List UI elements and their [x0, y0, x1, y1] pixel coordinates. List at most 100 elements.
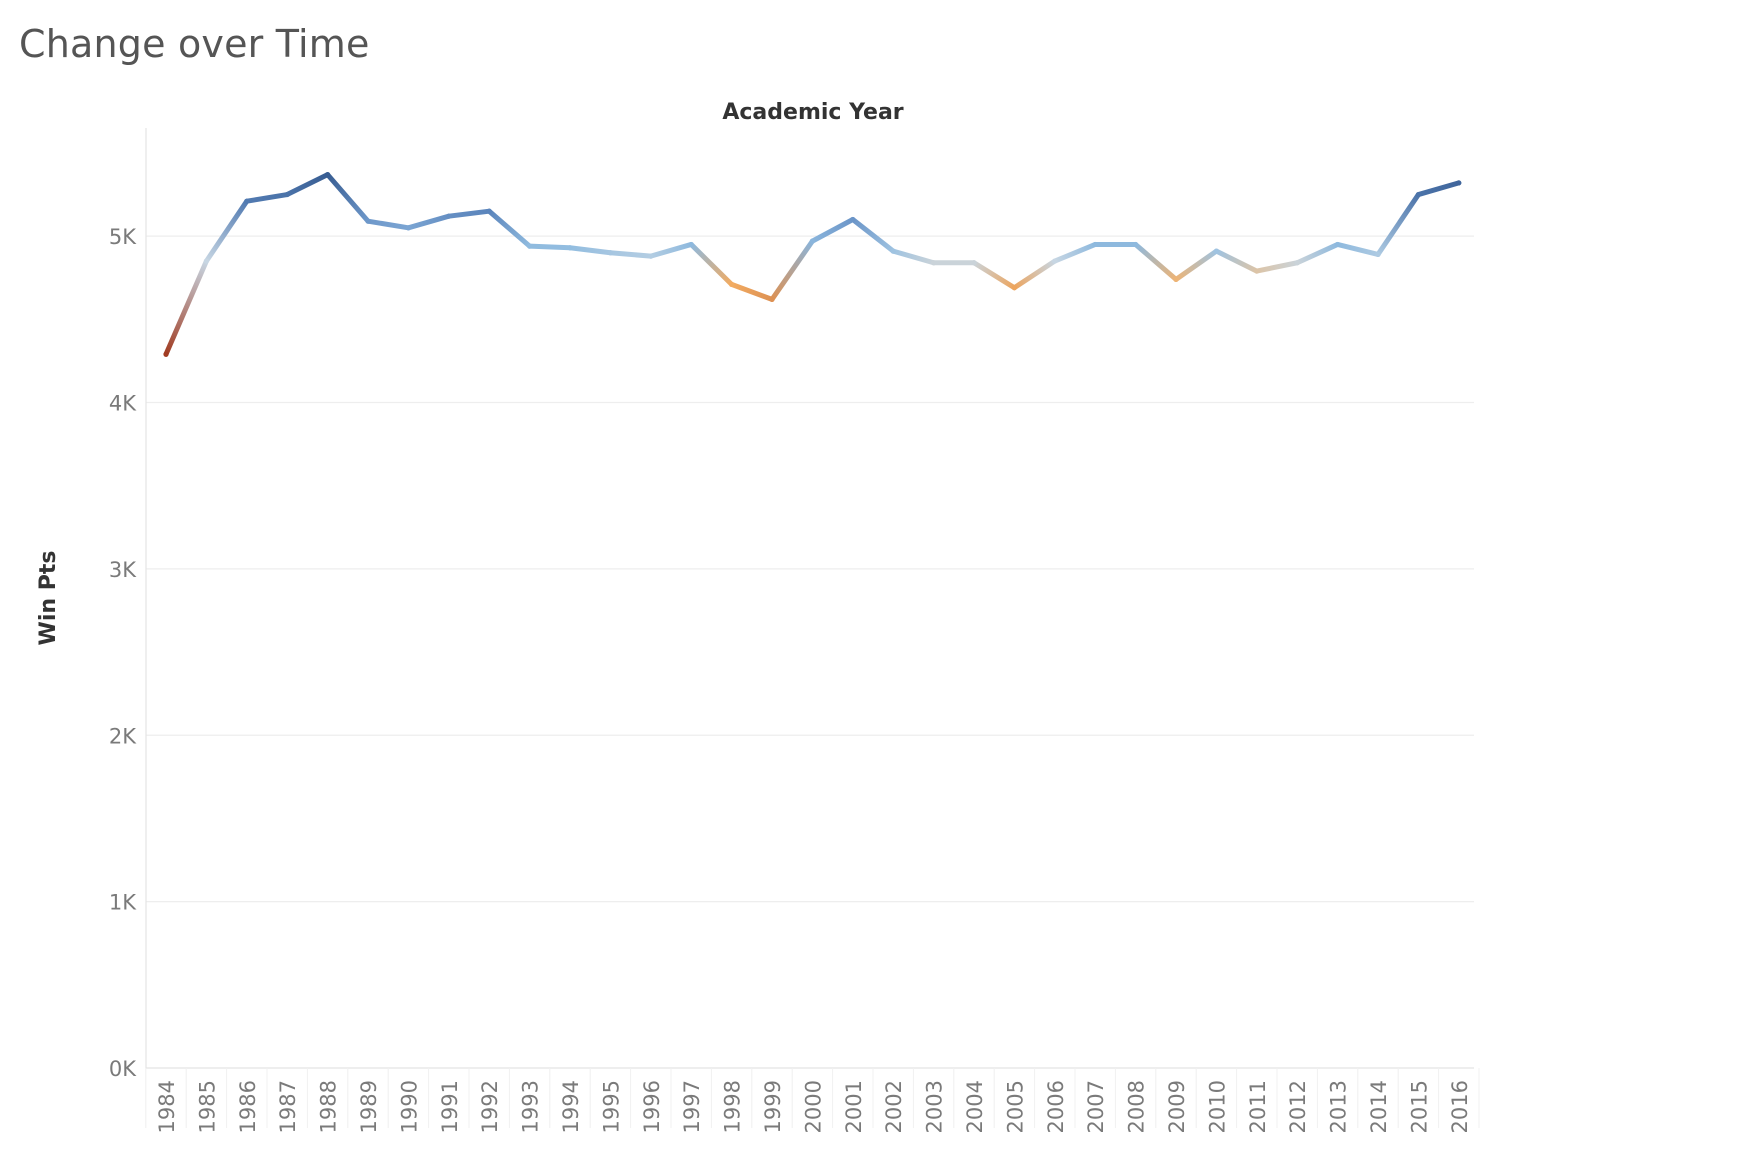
data-point-1986[interactable]: [244, 198, 250, 204]
data-point-2007[interactable]: [1092, 241, 1098, 248]
x-tick-label: 2002: [882, 1080, 906, 1133]
y-tick-label: 0K: [109, 1057, 137, 1081]
data-point-1990[interactable]: [405, 225, 411, 231]
line-segment-2009-2010: [1173, 248, 1219, 282]
data-point-2000[interactable]: [809, 238, 816, 244]
data-point-1994[interactable]: [567, 245, 573, 251]
x-tick-label: 2000: [801, 1080, 825, 1133]
line-segment-1989-1990: [365, 218, 411, 231]
x-tick-label: 1987: [276, 1080, 300, 1133]
line-segment-2010-2011: [1213, 248, 1260, 274]
line-segment-2006-2007: [1052, 241, 1098, 264]
data-point-2015[interactable]: [1415, 191, 1421, 198]
x-tick-label: 2009: [1165, 1080, 1189, 1133]
series-line: [163, 171, 1462, 357]
x-tick-label: 2005: [1003, 1080, 1027, 1133]
y-tick-label: 3K: [109, 558, 137, 582]
y-tick-label: 4K: [109, 392, 137, 416]
y-tick-label: 5K: [109, 225, 137, 249]
x-tick-label: 2003: [923, 1080, 947, 1133]
line-segment-1999-2000: [769, 238, 815, 302]
data-point-2013[interactable]: [1335, 241, 1341, 248]
x-tick-label: 2015: [1407, 1080, 1431, 1133]
x-tick-label: 1984: [155, 1080, 179, 1133]
line-segment-1994-1995: [567, 245, 613, 256]
data-point-1984[interactable]: [163, 351, 169, 357]
line-segment-2012-2013: [1294, 241, 1341, 266]
x-tick-label: 2016: [1448, 1080, 1472, 1133]
data-point-1996[interactable]: [648, 253, 654, 259]
data-point-2010[interactable]: [1213, 248, 1219, 254]
data-point-1991[interactable]: [446, 213, 452, 219]
line-segment-1986-1987: [244, 192, 290, 204]
data-point-1993[interactable]: [527, 243, 533, 249]
x-tick-label: 1993: [519, 1080, 543, 1133]
x-tick-label: 2014: [1367, 1080, 1391, 1133]
data-point-2002[interactable]: [890, 248, 896, 254]
line-segment-1997-1998: [688, 241, 735, 287]
data-point-1998[interactable]: [729, 281, 735, 287]
x-tick-label: 1986: [236, 1080, 260, 1133]
x-tick-label: 1988: [317, 1080, 341, 1133]
data-point-2008[interactable]: [1133, 241, 1139, 248]
line-segment-2001-2002: [850, 217, 896, 254]
x-tick-label: 2012: [1286, 1080, 1310, 1133]
data-point-2011[interactable]: [1254, 268, 1260, 274]
line-segment-1987-1988: [284, 172, 331, 198]
line-segment-1985-1986: [203, 198, 250, 264]
x-axis-title: Academic Year: [722, 100, 903, 125]
x-tick-label: 1989: [357, 1080, 381, 1133]
x-tick-label: 1999: [761, 1080, 785, 1133]
data-point-2001[interactable]: [850, 216, 856, 223]
x-tick-label: 1996: [640, 1080, 664, 1133]
x-tick-labels: 1984 1985 1986 1987 1988 1989 1990 1991 1992 1993…: [155, 1080, 1472, 1133]
x-tick-label: 2001: [842, 1080, 866, 1133]
x-tick-label: 2007: [1084, 1080, 1108, 1133]
line-segment-1995-1996: [607, 250, 654, 259]
y-tick-label: 1K: [109, 891, 137, 915]
x-tick-label: 1992: [478, 1080, 502, 1133]
data-point-1992[interactable]: [486, 208, 492, 214]
line-segment-1993-1994: [527, 243, 573, 251]
x-tick-label: 2006: [1044, 1080, 1068, 1133]
data-point-2009[interactable]: [1173, 276, 1179, 282]
x-tick-label: 2010: [1205, 1080, 1229, 1133]
data-point-1999[interactable]: [769, 296, 775, 302]
x-tick-label: 2008: [1125, 1080, 1149, 1133]
data-point-2014[interactable]: [1375, 251, 1381, 258]
data-point-2012[interactable]: [1294, 260, 1300, 266]
x-tick-label: 1985: [195, 1080, 219, 1133]
x-tick-label: 1998: [721, 1080, 745, 1133]
data-point-1995[interactable]: [607, 250, 614, 256]
x-tick-label: 2004: [963, 1080, 987, 1133]
data-point-2016[interactable]: [1456, 180, 1462, 186]
data-point-1985[interactable]: [203, 258, 209, 264]
x-tick-label: 1990: [397, 1080, 421, 1133]
data-point-2004[interactable]: [971, 260, 977, 266]
line-segment-1990-1991: [405, 213, 452, 231]
data-point-1987[interactable]: [284, 191, 290, 198]
x-tick-label: 2011: [1246, 1080, 1270, 1133]
line-segment-1992-1993: [486, 208, 533, 249]
line-segment-1984-1985: [163, 258, 209, 357]
line-segment-1991-1992: [446, 208, 492, 219]
line-segment-2004-2005: [971, 260, 1017, 291]
x-tick-label: 1995: [599, 1080, 623, 1133]
data-point-2005[interactable]: [1011, 285, 1018, 291]
line-segment-2011-2012: [1254, 260, 1300, 274]
line-segment-2013-2014: [1335, 241, 1381, 257]
y-tick-label: 2K: [109, 724, 137, 748]
line-segment-2014-2015: [1375, 192, 1421, 257]
y-tick-labels: 0K 1K 2K 3K 4K 5K: [109, 225, 137, 1081]
data-point-1988[interactable]: [325, 171, 331, 178]
y-axis-title: Win Pts: [36, 551, 61, 646]
data-point-1989[interactable]: [365, 218, 371, 224]
data-point-2003[interactable]: [931, 260, 937, 266]
line-segment-1996-1997: [648, 241, 694, 259]
data-point-2006[interactable]: [1052, 258, 1058, 264]
line-segment-2015-2016: [1415, 180, 1462, 198]
line-segment-2008-2009: [1133, 241, 1179, 282]
x-tick-label: 1991: [438, 1080, 462, 1133]
data-point-1997[interactable]: [688, 241, 694, 248]
chart-title: Change over Time: [19, 22, 370, 66]
